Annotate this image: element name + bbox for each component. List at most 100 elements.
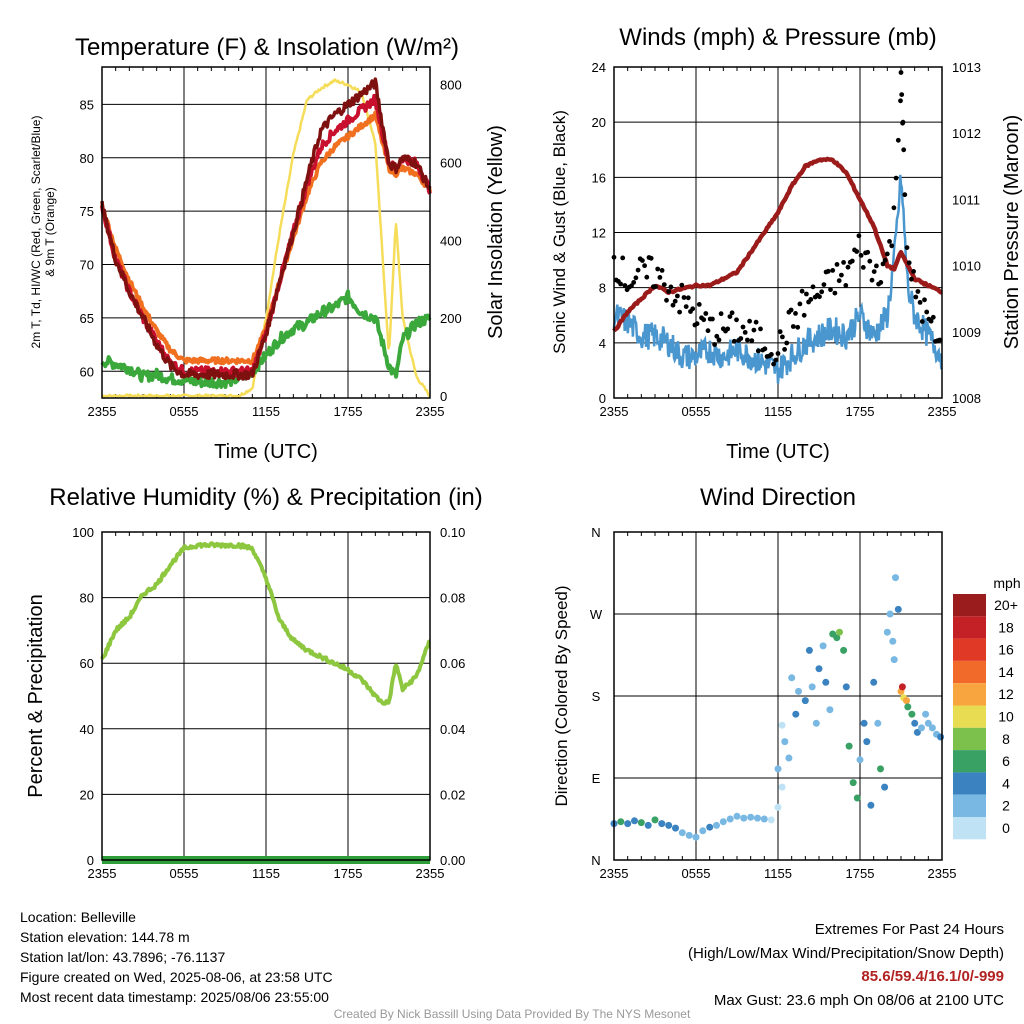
direction-point bbox=[836, 628, 843, 636]
gust-point bbox=[747, 318, 752, 324]
legend-swatch bbox=[953, 817, 986, 840]
solar-series-line bbox=[101, 78, 431, 398]
x-axis-label: Time (UTC) bbox=[726, 441, 830, 463]
gust-point bbox=[782, 347, 787, 352]
gust-point bbox=[889, 243, 895, 249]
chart-title: Wind Direction bbox=[700, 484, 856, 511]
gust-point bbox=[696, 302, 702, 307]
y-right-tick-label: 0.02 bbox=[440, 787, 465, 802]
y-axis-label: Percent & Precipitation bbox=[25, 594, 47, 797]
direction-point bbox=[937, 733, 945, 741]
y-right-tick-label: 1009 bbox=[952, 325, 981, 340]
gust-point bbox=[762, 346, 768, 352]
gust-point bbox=[716, 337, 722, 343]
direction-point bbox=[904, 703, 912, 711]
direction-point bbox=[860, 719, 868, 727]
gust-point bbox=[891, 205, 897, 211]
direction-point bbox=[924, 719, 932, 727]
gust-point bbox=[899, 92, 905, 97]
x-tick-label: 1755 bbox=[846, 404, 875, 419]
winds-pressure-chart: 2355 0555 1155 1755 2355 Winds (mph) & Pressu… bbox=[550, 24, 1023, 463]
direction-point bbox=[747, 813, 755, 821]
x-tick-label: 2355 bbox=[88, 866, 117, 881]
gust-point bbox=[670, 302, 676, 308]
legend-swatch bbox=[953, 705, 986, 728]
direction-point bbox=[631, 817, 638, 825]
gust-point bbox=[657, 275, 663, 280]
gust-point bbox=[644, 274, 650, 280]
x-axis-label: Time (UTC) bbox=[214, 441, 318, 463]
legend-label: 2 bbox=[1002, 798, 1010, 814]
legend-swatch bbox=[953, 594, 986, 617]
y-tick-label: 65 bbox=[80, 311, 94, 326]
legend-swatch bbox=[953, 616, 986, 639]
y-tick-label: 0 bbox=[599, 391, 606, 406]
gust-point bbox=[930, 314, 936, 320]
x-tick-label: 2355 bbox=[600, 404, 629, 419]
y-tick-label: N bbox=[591, 525, 600, 540]
extremes-title: Extremes For Past 24 Hours bbox=[814, 921, 1004, 938]
y-right-tick-label: 600 bbox=[440, 155, 462, 170]
direction-point bbox=[890, 656, 898, 664]
gust-point bbox=[666, 289, 672, 294]
gust-point bbox=[749, 338, 755, 344]
created-label: Figure created on Wed, 2025-08-06, at 23… bbox=[20, 969, 333, 985]
y-right-tick-label: 0 bbox=[440, 389, 447, 404]
gust-point bbox=[874, 263, 879, 269]
y-tick-label: 24 bbox=[592, 60, 606, 75]
legend-label: 4 bbox=[1002, 775, 1010, 791]
x-tick-label: 1155 bbox=[764, 404, 792, 419]
direction-point bbox=[856, 756, 864, 764]
direction-point bbox=[678, 829, 686, 837]
direction-point bbox=[898, 683, 906, 691]
gust-point bbox=[731, 338, 737, 344]
y-right-tick-label: 1012 bbox=[952, 126, 981, 141]
temperature-insolation-chart: 2355 0555 1155 1755 2355 Temperature (F) & In… bbox=[29, 34, 507, 463]
gust-point bbox=[898, 70, 904, 75]
direction-point bbox=[788, 674, 796, 682]
gust-point bbox=[631, 280, 637, 285]
direction-point bbox=[840, 646, 848, 654]
direction-point bbox=[760, 815, 768, 823]
direction-point bbox=[903, 697, 910, 705]
gust-point bbox=[793, 311, 798, 316]
gust-point bbox=[661, 282, 667, 287]
gust-point bbox=[919, 319, 925, 324]
extremes-subtitle: (High/Low/Max Wind/Precipitation/Snow De… bbox=[688, 944, 1004, 962]
y-right-tick-label: 0.00 bbox=[440, 853, 465, 868]
legend-label: 0 bbox=[1002, 820, 1010, 836]
y-right-tick-label: 400 bbox=[440, 233, 462, 248]
legend-label: 16 bbox=[998, 642, 1014, 658]
direction-point bbox=[754, 814, 761, 822]
chart-title: Temperature (F) & Insolation (W/m²) bbox=[75, 34, 459, 61]
gust-point bbox=[917, 300, 923, 305]
gust-point bbox=[828, 287, 833, 293]
dewpoint-series-line bbox=[100, 289, 432, 390]
location-label: Location: Belleville bbox=[20, 909, 136, 925]
direction-point bbox=[778, 783, 786, 791]
extremes-info: Extremes For Past 24 Hours (High/Low/Max… bbox=[688, 918, 1004, 1012]
gust-point bbox=[858, 253, 864, 258]
direction-point bbox=[637, 819, 645, 827]
y-tick-label: 75 bbox=[80, 204, 94, 219]
legend-label: 6 bbox=[1002, 753, 1010, 769]
x-tick-label: 1155 bbox=[252, 404, 280, 419]
direction-point bbox=[692, 833, 700, 841]
y-tick-label: 16 bbox=[592, 170, 606, 185]
gust-point bbox=[819, 289, 825, 295]
gust-point bbox=[618, 281, 623, 287]
gust-point bbox=[878, 280, 884, 285]
gust-point bbox=[710, 316, 715, 322]
latlon-label: Station lat/lon: 43.7896; -76.1137 bbox=[20, 949, 226, 965]
x-tick-label: 2355 bbox=[928, 866, 957, 881]
heat_index-series-line bbox=[100, 77, 432, 381]
y-right-tick-label: 800 bbox=[440, 78, 462, 93]
direction-point bbox=[774, 803, 782, 811]
y-right-tick-label: 1010 bbox=[952, 259, 981, 274]
gust-point bbox=[797, 301, 803, 307]
gust-point bbox=[845, 264, 851, 270]
direction-point bbox=[894, 605, 902, 613]
y-tick-label: S bbox=[592, 689, 601, 704]
direction-point bbox=[778, 721, 786, 729]
direction-point bbox=[726, 815, 734, 823]
